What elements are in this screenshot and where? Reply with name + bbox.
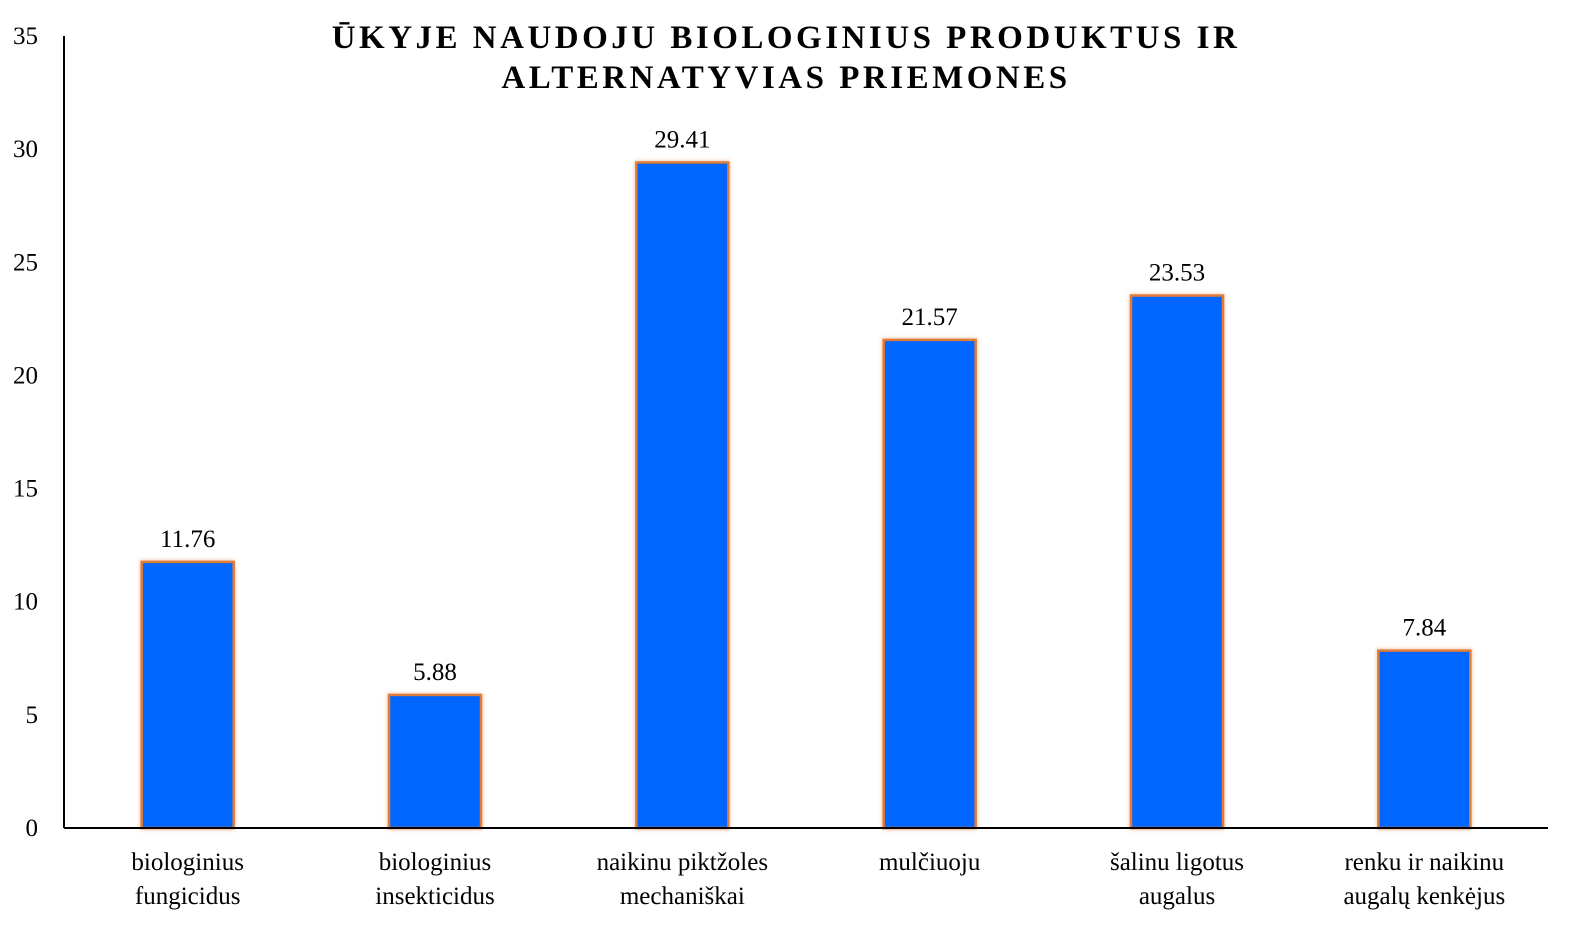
data-label: 29.41 (654, 126, 710, 153)
category-label: augalus (1139, 883, 1215, 910)
bar (1129, 294, 1225, 830)
bar (1377, 649, 1472, 830)
category-label: biologinius (379, 849, 492, 876)
y-tick-label: 5 (26, 702, 39, 729)
data-label: 21.57 (902, 304, 958, 331)
y-tick-label: 20 (13, 362, 38, 389)
category-label: šalinu ligotus (1110, 849, 1244, 876)
y-tick-label: 25 (13, 249, 38, 276)
bars (140, 161, 1472, 830)
chart-title: ŪKYJE NAUDOJU BIOLOGINIUS PRODUKTUS IR A… (332, 20, 1241, 96)
category-label: naikinu piktžoles (597, 849, 769, 876)
category-labels: biologinius fungicidus biologinius insektic… (131, 849, 1505, 910)
y-tick-label: 35 (13, 23, 38, 50)
y-axis-ticks: 0 5 10 15 20 25 30 35 (13, 23, 38, 842)
chart-title-line-2: ALTERNATYVIAS PRIEMONES (501, 60, 1070, 96)
category-label: fungicidus (135, 883, 241, 910)
bar (882, 338, 977, 830)
y-tick-label: 10 (13, 589, 38, 616)
bar (635, 161, 730, 830)
bar (387, 693, 483, 830)
category-label: mechaniškai (620, 883, 745, 910)
data-label: 7.84 (1402, 615, 1446, 642)
category-label: augalų kenkėjus (1343, 883, 1505, 910)
data-labels: 11.76 5.88 29.41 21.57 23.53 7.84 (160, 126, 1447, 685)
chart-title-line-1: ŪKYJE NAUDOJU BIOLOGINIUS PRODUKTUS IR (332, 20, 1241, 56)
y-tick-label: 15 (13, 476, 38, 503)
y-tick-label: 30 (13, 136, 38, 163)
category-label: mulčiuoju (879, 849, 981, 876)
category-label: biologinius (131, 849, 244, 876)
data-label: 5.88 (413, 659, 457, 686)
y-tick-label: 0 (26, 815, 39, 842)
data-label: 11.76 (160, 526, 215, 553)
category-label: insekticidus (375, 883, 494, 910)
bar (140, 560, 235, 830)
category-label: renku ir naikinu (1344, 849, 1504, 876)
data-label: 23.53 (1149, 260, 1205, 287)
